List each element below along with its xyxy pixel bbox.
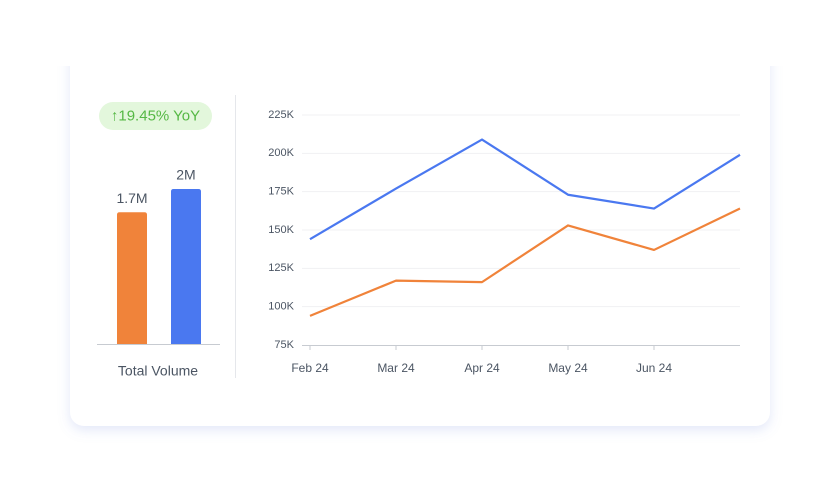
line-series xyxy=(309,138,741,241)
card xyxy=(70,66,770,426)
y-tick-label: 225K xyxy=(268,109,294,121)
y-tick-label: 125K xyxy=(268,262,294,274)
y-tick-label: 150K xyxy=(268,224,294,236)
x-tick-label: Jun 24 xyxy=(636,361,672,375)
x-tick-label: May 24 xyxy=(548,361,588,375)
y-tick-label: 200K xyxy=(268,147,294,159)
y-tick-label: 100K xyxy=(268,301,294,313)
x-axis-label: Total Volume xyxy=(118,363,198,379)
bar xyxy=(171,189,201,344)
card-wrap xyxy=(70,66,770,426)
badge-text: ↑19.45% YoY xyxy=(111,107,200,124)
bar xyxy=(117,212,147,344)
bar-value-label: 1.7M xyxy=(116,190,147,206)
x-tick-label: Apr 24 xyxy=(464,361,500,375)
x-tick-label: Feb 24 xyxy=(291,361,329,375)
badge xyxy=(99,102,212,130)
y-tick-label: 175K xyxy=(268,186,294,198)
bar-value-label: 2M xyxy=(176,167,195,183)
line-series xyxy=(309,207,741,317)
x-tick-label: Mar 24 xyxy=(377,361,415,375)
y-tick-label: 75K xyxy=(274,339,294,351)
